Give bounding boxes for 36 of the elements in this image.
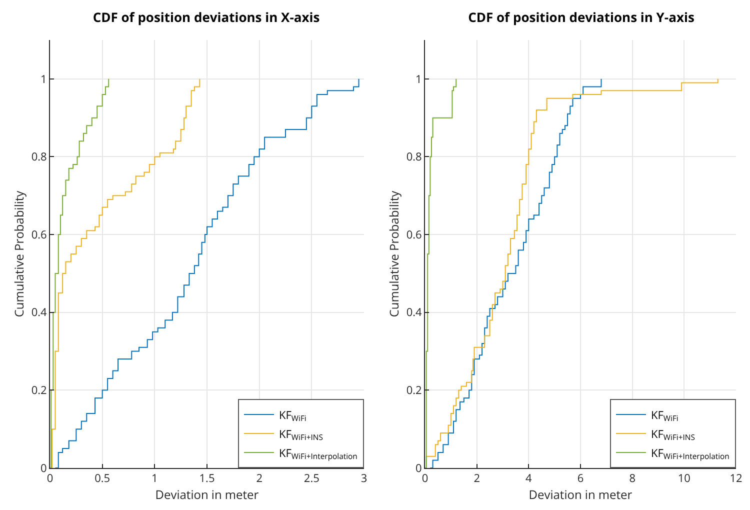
x-tick-label: 2.5: [304, 471, 320, 486]
y-axis-title: Cumulative Probability: [10, 190, 28, 318]
y-tick-label: 1: [40, 72, 47, 87]
chart-title: CDF of position deviations in X-axis: [92, 8, 320, 26]
legend-label: KF$_{WiFi}$: [279, 408, 306, 424]
x-tick-label: 4: [526, 471, 533, 486]
x-tick-label: 1: [152, 471, 158, 486]
x-tick-label: 2: [256, 471, 262, 486]
x-tick-label: 8: [629, 471, 636, 486]
y-tick-label: 0.6: [31, 227, 47, 242]
legend-label: KF$_{WiFi+INS}$: [279, 426, 323, 444]
x-axis-title: Deviation in meter: [528, 486, 632, 504]
x-tick-label: 0.5: [94, 471, 110, 486]
x-tick-label: 12: [730, 471, 742, 486]
x-tick-label: 3: [360, 471, 368, 486]
y-tick-label: 1: [416, 72, 422, 87]
y-tick-label: 0.6: [406, 227, 422, 242]
legend-label: KF$_{WiFi+INS}$: [651, 426, 695, 444]
y-tick-label: 0.2: [31, 383, 47, 398]
y-tick-label: 0.8: [406, 150, 422, 165]
legend-label: KF$_{WiFi}$: [651, 408, 678, 424]
x-tick-label: 1.5: [199, 471, 215, 486]
x-tick-label: 6: [577, 471, 584, 486]
y-tick-label: 0: [416, 460, 422, 476]
chart-title: CDF of position deviations in Y-axis: [468, 8, 694, 26]
x-tick-label: 2: [474, 471, 480, 486]
legend-label: KF$_{WiFi+Interpolation}$: [651, 446, 730, 462]
y-tick-label: 0.8: [31, 150, 47, 165]
y-tick-label: 0.4: [31, 305, 48, 320]
y-tick-label: 0.2: [406, 383, 422, 398]
legend-label: KF$_{WiFi+Interpolation}$: [279, 446, 358, 462]
y-tick-label: 0.4: [406, 305, 423, 320]
x-axis-title: Deviation in meter: [155, 486, 259, 504]
y-tick-label: 0: [40, 460, 47, 476]
y-axis-title: Cumulative Probability: [386, 190, 403, 318]
x-tick-label: 10: [678, 471, 690, 486]
